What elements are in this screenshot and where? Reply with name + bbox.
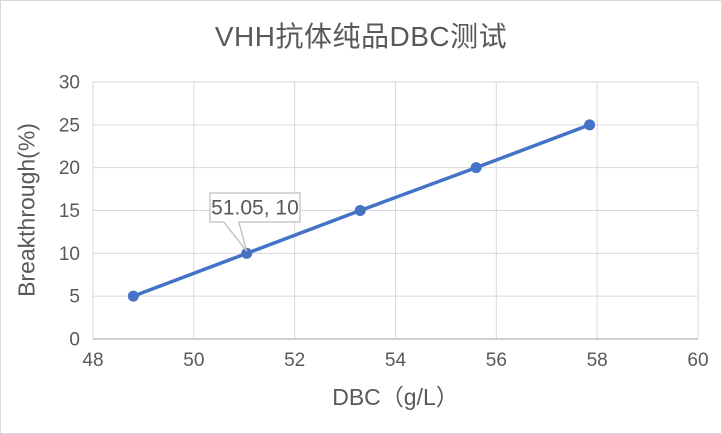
x-tick-label: 52 (284, 350, 305, 371)
data-label-callout (209, 192, 301, 252)
x-axis-title: DBC（g/L） (332, 384, 459, 410)
data-point-marker (241, 247, 253, 259)
y-tick-label: 10 (59, 244, 80, 265)
data-point-marker (584, 119, 596, 131)
y-tick-label: 5 (69, 287, 80, 308)
x-tick-label: 48 (82, 350, 103, 371)
data-point-marker (354, 205, 366, 216)
x-tick-label: 50 (183, 350, 204, 371)
chart-title: VHH抗体纯品DBC测试 (214, 21, 508, 52)
y-tick-label: 0 (69, 330, 80, 351)
data-label-text: 51.05, 10 (211, 197, 299, 220)
y-tick-label: 15 (59, 201, 80, 222)
data-point-marker (470, 162, 482, 174)
data-point-marker (127, 290, 139, 302)
x-tick-label: 60 (687, 350, 708, 371)
y-tick-label: 30 (59, 73, 80, 94)
x-tick-label: 54 (385, 350, 407, 371)
x-tick-label: 58 (587, 350, 608, 371)
x-tick-label: 56 (486, 350, 507, 371)
y-tick-label: 20 (59, 158, 80, 179)
y-axis-title: Breakthrough(%) (13, 123, 40, 297)
y-tick-label: 25 (59, 115, 80, 136)
